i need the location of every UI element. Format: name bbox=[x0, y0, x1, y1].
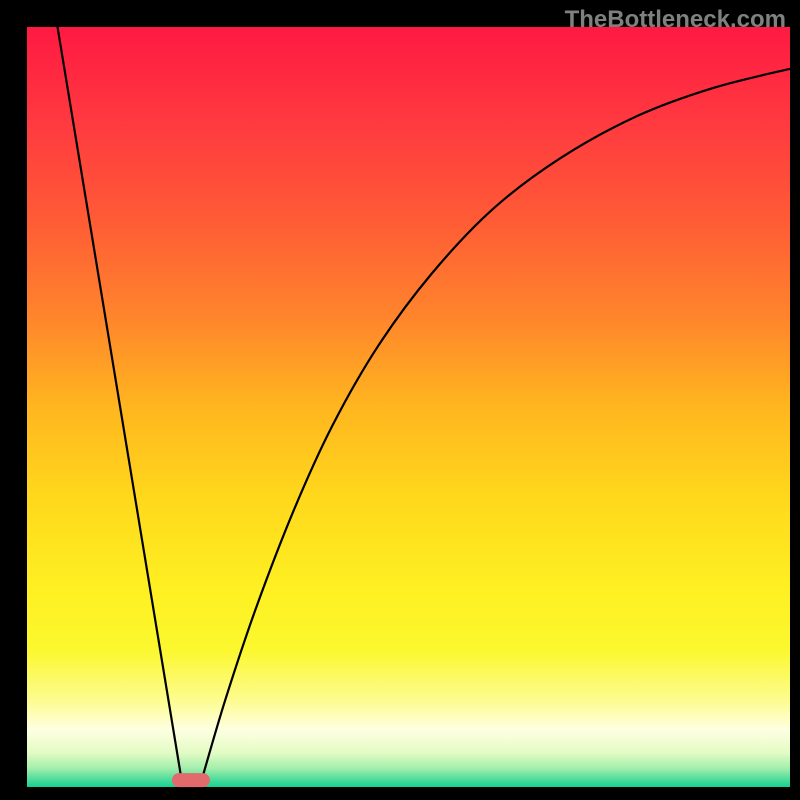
gradient-background bbox=[27, 27, 790, 787]
plot-area bbox=[27, 27, 790, 787]
gradient-and-curve bbox=[27, 27, 790, 787]
chart-container: TheBottleneck.com bbox=[0, 0, 800, 800]
watermark-text: TheBottleneck.com bbox=[565, 6, 786, 34]
valley-marker bbox=[172, 773, 210, 787]
